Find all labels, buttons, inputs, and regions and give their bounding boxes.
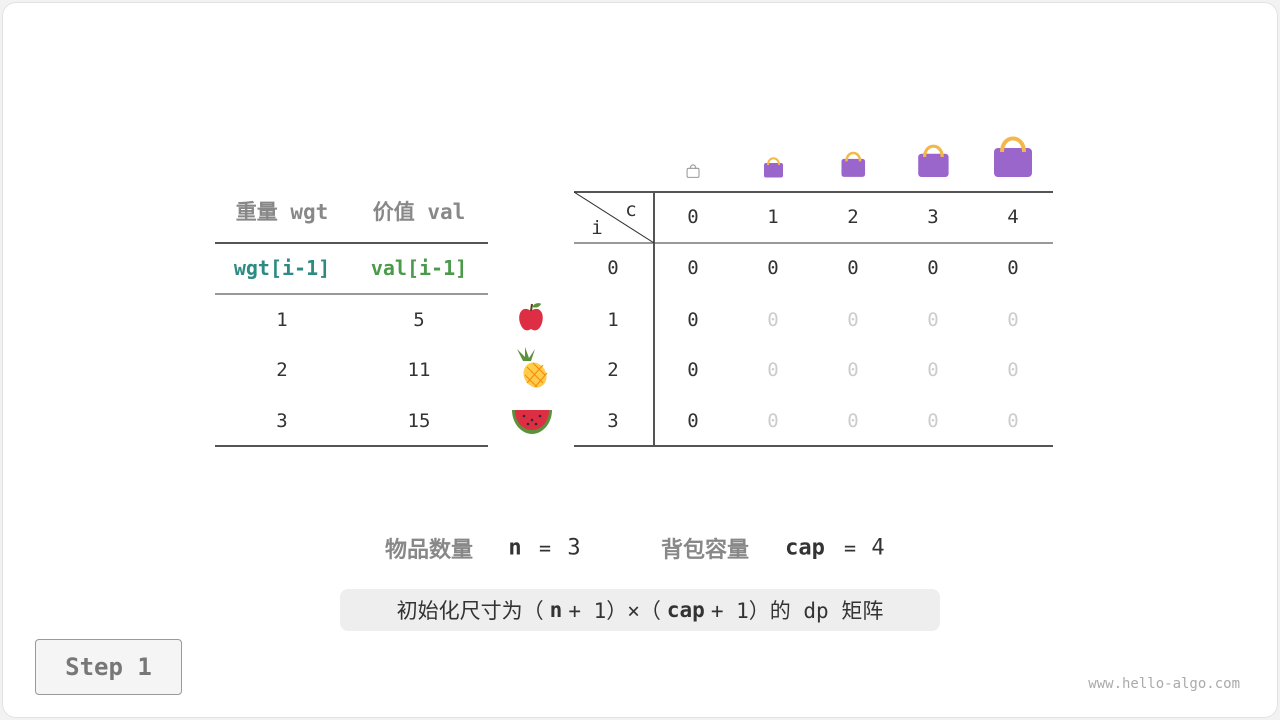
header-weight: 重量 wgt — [235, 200, 329, 224]
bag-icon — [763, 157, 783, 178]
pineapple-icon — [517, 347, 548, 388]
dp-cell: 0 — [767, 359, 779, 381]
wgt-cell: 2 — [276, 359, 288, 381]
dp-cell: 0 — [927, 257, 939, 279]
n-eq: = — [538, 536, 552, 560]
row-header: 3 — [607, 410, 619, 432]
n-value: 3 — [567, 535, 581, 561]
dp-cell: 0 — [1007, 257, 1019, 279]
cap-var: cap — [785, 535, 825, 561]
bag-icon — [917, 144, 949, 178]
note-text: 初始化尺寸为（ — [396, 599, 544, 623]
corner-i: i — [591, 217, 603, 239]
divider — [215, 445, 488, 447]
dp-cell: 0 — [847, 309, 859, 331]
cap-eq: = — [843, 536, 857, 560]
note-cap: cap — [666, 598, 705, 622]
dp-cell: 0 — [767, 257, 779, 279]
watermark: www.hello-algo.com — [1088, 676, 1240, 692]
dp-cell: 0 — [1007, 309, 1019, 331]
divider — [215, 242, 488, 244]
dp-cell: 0 — [1007, 359, 1019, 381]
cap-value: 4 — [871, 535, 885, 561]
dp-cell: 0 — [687, 257, 699, 279]
divider — [574, 445, 1053, 447]
note-text: + 1）×（ — [568, 599, 661, 623]
header-value: 价值 val — [372, 200, 466, 224]
divider — [574, 242, 1053, 244]
bag-empty-icon — [686, 164, 700, 178]
dp-cell: 0 — [847, 257, 859, 279]
dp-cell: 0 — [687, 309, 699, 331]
row-header: 1 — [607, 309, 619, 331]
dp-cell: 0 — [687, 359, 699, 381]
subheader-val: val[i-1] — [370, 256, 468, 280]
dp-cell: 0 — [927, 359, 939, 381]
dp-cell: 0 — [767, 309, 779, 331]
step-button[interactable]: Step 1 — [35, 639, 182, 695]
n-var: n — [508, 535, 522, 561]
col-header: 2 — [847, 206, 859, 228]
bag-icon — [994, 136, 1032, 177]
corner-diagonal — [574, 192, 654, 244]
cap-label: 背包容量 — [660, 538, 750, 563]
apple-icon — [519, 303, 543, 331]
dp-cell: 0 — [847, 359, 859, 381]
dp-cell: 0 — [1007, 410, 1019, 432]
watermelon-icon — [512, 410, 552, 434]
dp-cell: 0 — [687, 410, 699, 432]
divider — [653, 192, 655, 446]
dp-cell: 0 — [767, 410, 779, 432]
dp-cell: 0 — [927, 410, 939, 432]
note-text: + 1）的 dp 矩阵 — [710, 599, 884, 623]
bag-icon — [841, 152, 865, 178]
n-label: 物品数量 — [384, 538, 474, 563]
col-header: 4 — [1007, 206, 1019, 228]
divider — [215, 293, 488, 295]
row-header: 2 — [607, 359, 619, 381]
subheader-wgt: wgt[i-1] — [233, 256, 331, 280]
val-cell: 5 — [413, 309, 425, 331]
dp-cell: 0 — [847, 410, 859, 432]
col-header: 1 — [767, 206, 779, 228]
row-header: 0 — [607, 257, 619, 279]
note-n: n — [549, 598, 563, 622]
col-header: 0 — [687, 206, 699, 228]
wgt-cell: 3 — [276, 410, 288, 432]
description-box: 初始化尺寸为（ n + 1）×（ cap + 1）的 dp 矩阵 — [340, 589, 940, 631]
corner-c: c — [625, 199, 637, 221]
val-cell: 11 — [407, 359, 431, 381]
divider — [574, 191, 1053, 193]
val-cell: 15 — [407, 410, 431, 432]
wgt-cell: 1 — [276, 309, 288, 331]
dp-cell: 0 — [927, 309, 939, 331]
col-header: 3 — [927, 206, 939, 228]
